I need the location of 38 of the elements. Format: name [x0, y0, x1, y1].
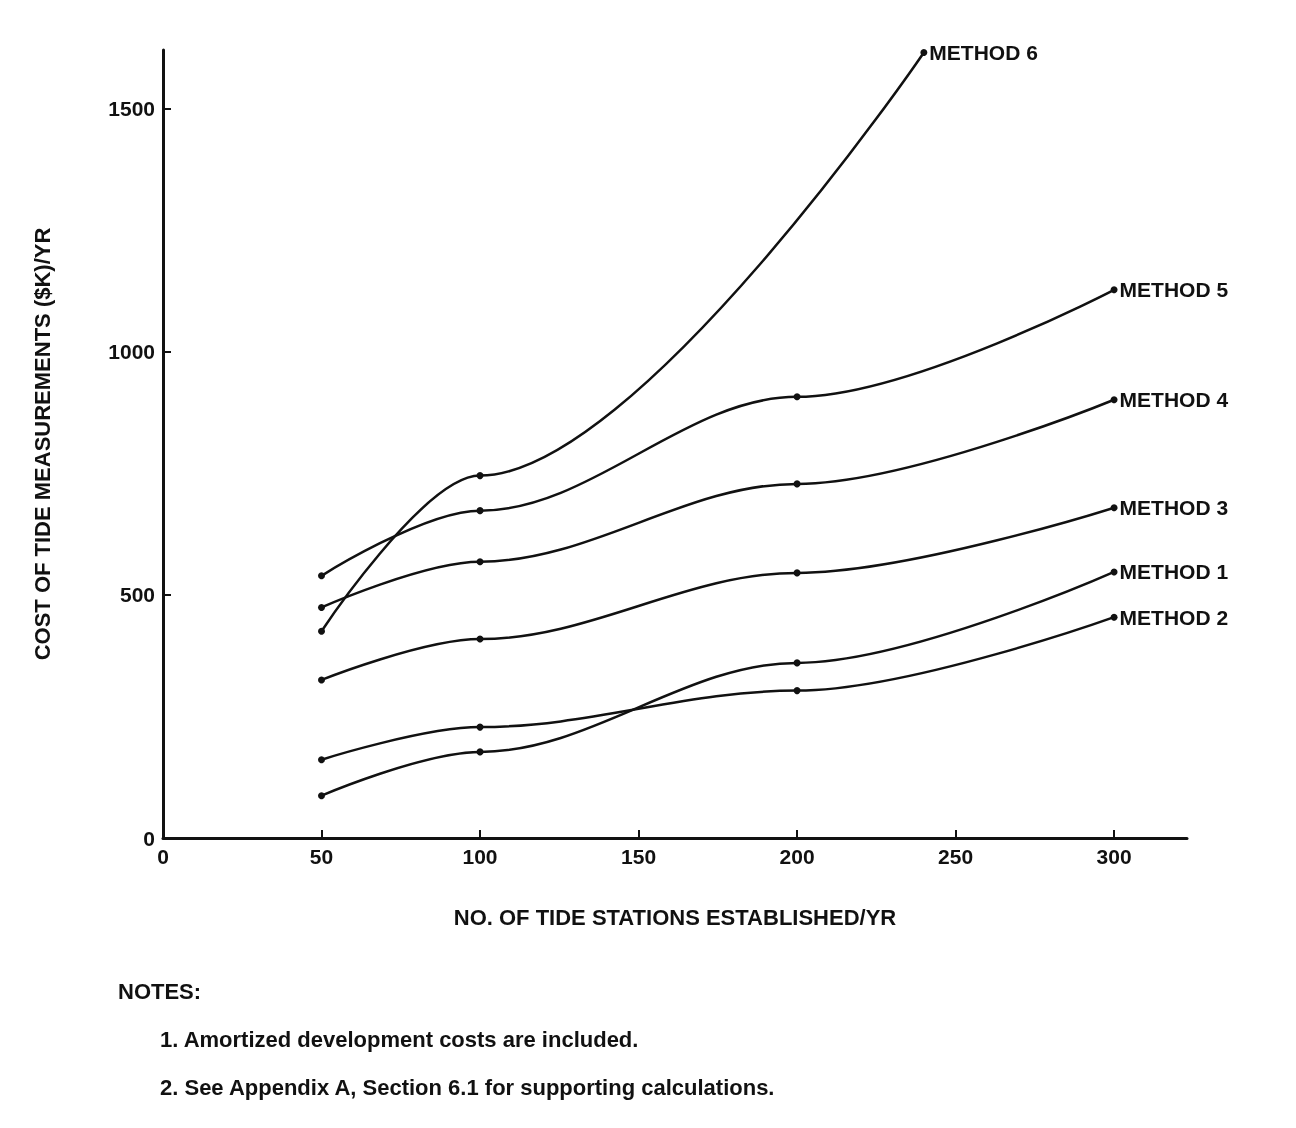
series-label: METHOD 4	[1119, 388, 1229, 412]
x-tick-label: 0	[157, 845, 169, 868]
y-axis-title: COST OF TIDE MEASUREMENTS ($K)/YR	[29, 227, 55, 661]
point	[1110, 613, 1118, 621]
y-tick-label: 1000	[108, 340, 155, 364]
point	[318, 792, 326, 800]
y-tick-label: 500	[119, 583, 155, 607]
point	[1110, 396, 1118, 404]
y-tick-label: 1500	[108, 96, 155, 120]
x-axis-title: NO. OF TIDE STATIONS ESTABLISHED/YR	[453, 904, 897, 930]
y-tick-label: 0	[143, 826, 155, 850]
point	[318, 572, 326, 580]
x-tick-label: 200	[779, 845, 815, 868]
series-label: METHOD 2	[1119, 605, 1229, 629]
series-label: METHOD 1	[1119, 560, 1229, 584]
point	[793, 687, 801, 695]
point	[318, 603, 326, 611]
point	[1110, 286, 1118, 294]
point	[920, 48, 928, 56]
x-tick-label: 150	[621, 845, 657, 868]
series-label: METHOD 3	[1119, 496, 1229, 520]
text: 2. See Appendix A, Section 6.1 for supporting calculations.	[160, 1074, 775, 1100]
point	[476, 472, 484, 480]
point	[1110, 504, 1118, 512]
x-tick-label: 100	[462, 845, 498, 868]
point	[476, 558, 484, 566]
x-tick-label: 300	[1096, 845, 1132, 868]
point	[793, 393, 801, 401]
text: 1. Amortized development costs are included.	[160, 1026, 639, 1052]
point	[318, 627, 326, 635]
point	[318, 756, 326, 764]
series-label: METHOD 6	[929, 40, 1038, 64]
text: NOTES:	[118, 978, 202, 1004]
point	[476, 507, 484, 515]
point	[318, 676, 326, 684]
series-label: METHOD 5	[1119, 278, 1229, 302]
x-tick-label: 50	[309, 845, 334, 868]
x-tick-label: 250	[938, 845, 974, 868]
